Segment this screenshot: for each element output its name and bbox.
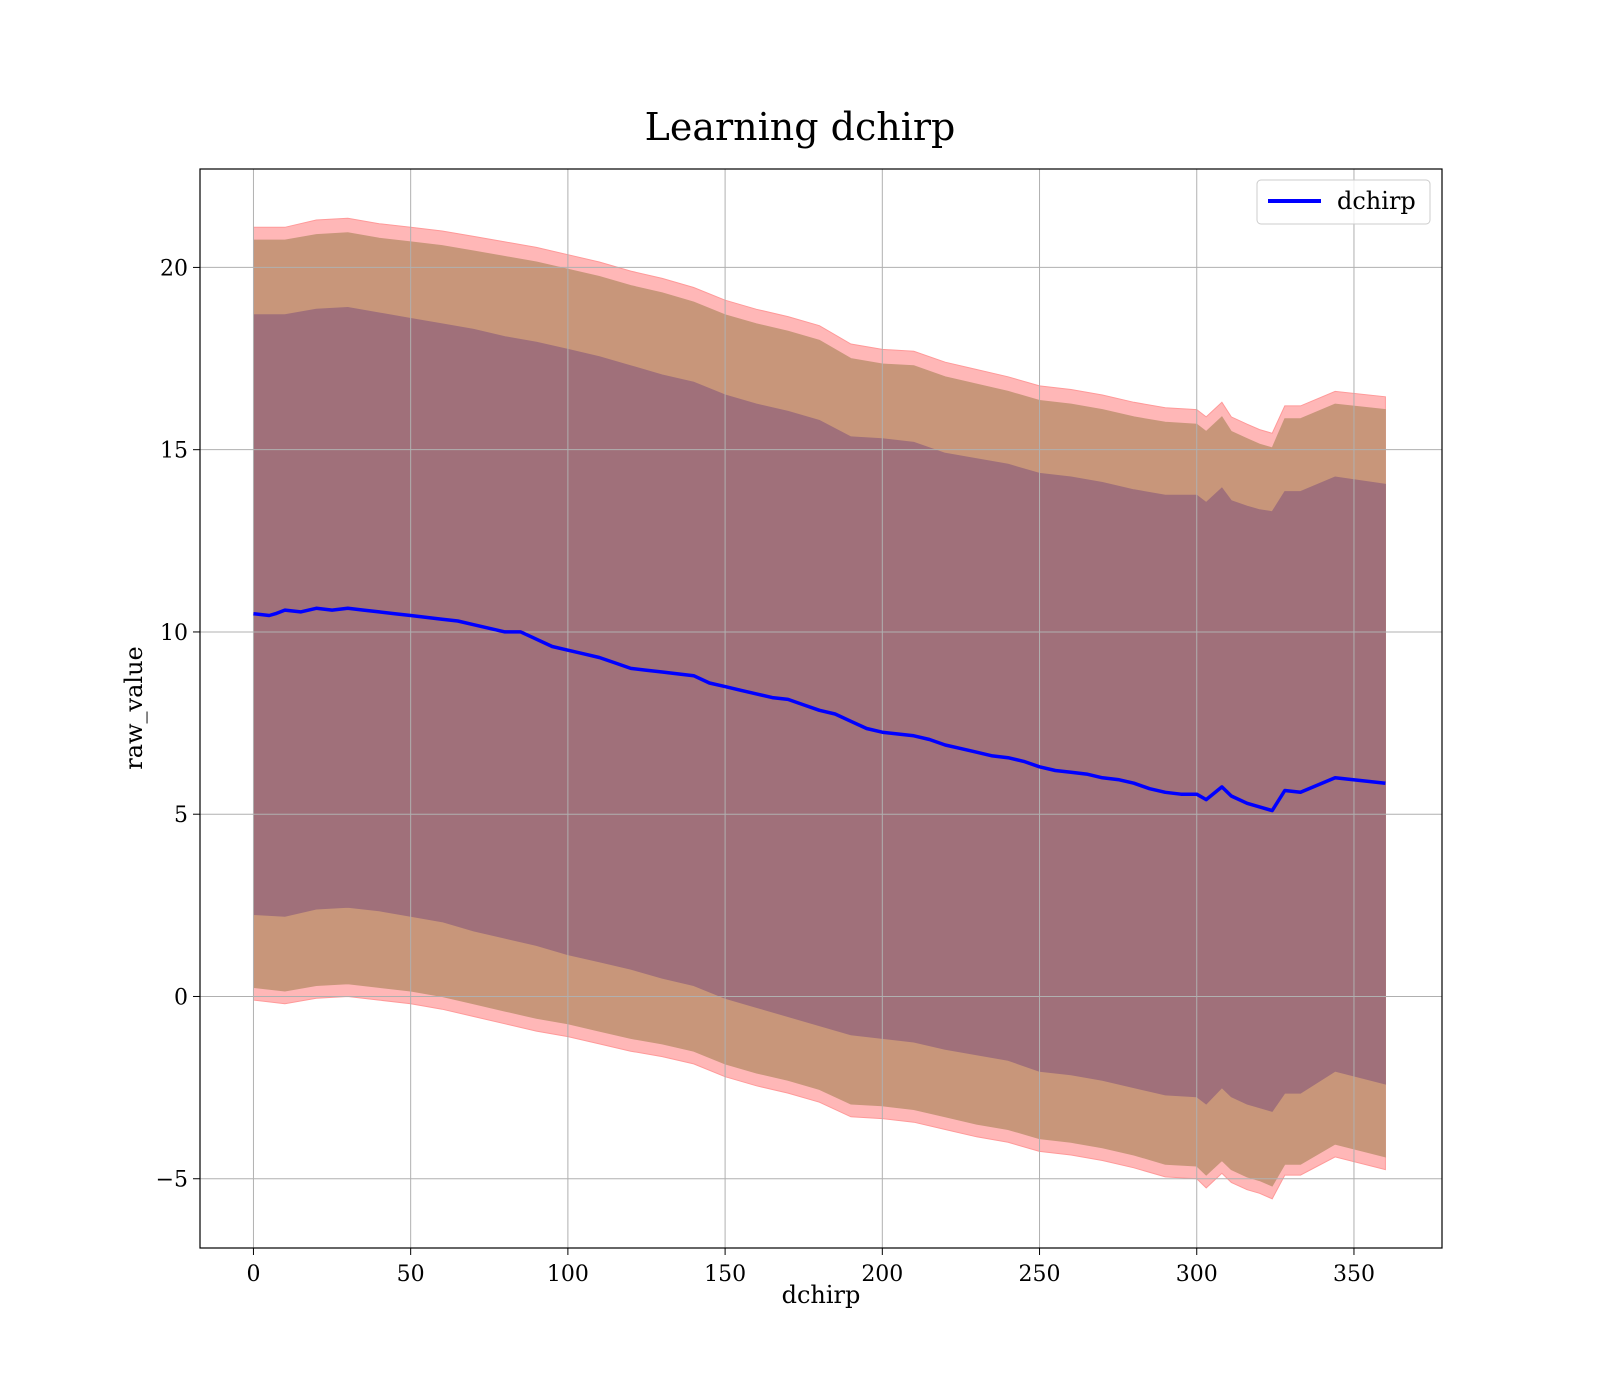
x-tick-label: 200 (861, 1262, 903, 1287)
plot-area (199, 168, 1443, 1249)
x-tick-label: 250 (1019, 1262, 1061, 1287)
x-tick-label: 50 (397, 1262, 425, 1287)
x-tick-label: 100 (547, 1262, 589, 1287)
x-axis-ticks: 0 50 100 150 200 250 300 350 (246, 1248, 1375, 1287)
plot-frame (199, 168, 1443, 1249)
y-tick-label: 20 (160, 256, 188, 281)
legend-label: dchirp (1337, 187, 1416, 215)
y-axis-ticks: −5 0 5 10 15 20 (156, 256, 200, 1193)
legend-box (1256, 179, 1431, 225)
x-tick-label: 350 (1333, 1262, 1375, 1287)
series-line-dchirp (253, 606, 1386, 813)
y-tick-label: −5 (156, 1168, 188, 1193)
x-tick-label: 150 (704, 1262, 746, 1287)
y-axis-label: raw_value (120, 646, 148, 770)
y-tick-label: 10 (160, 621, 188, 646)
y-tick-label: 0 (174, 985, 188, 1010)
x-tick-label: 0 (246, 1262, 260, 1287)
y-tick-label: 15 (160, 439, 188, 464)
grid-lines (200, 169, 1442, 1248)
legend: dchirp (1256, 179, 1431, 225)
x-tick-label: 300 (1176, 1262, 1218, 1287)
chart-title: Learning dchirp (645, 105, 956, 149)
x-axis-label: dchirp (782, 1281, 861, 1309)
y-tick-label: 5 (174, 803, 188, 828)
series-lines (253, 606, 1386, 813)
